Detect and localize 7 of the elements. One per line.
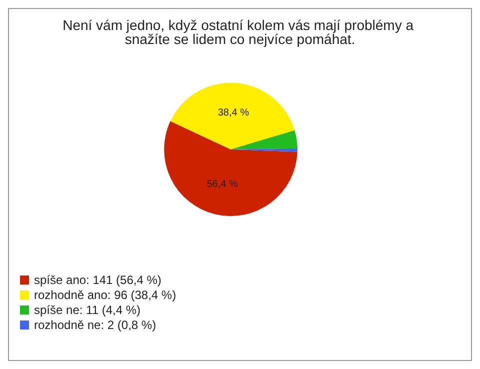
data-label: 56,4 % bbox=[206, 179, 238, 190]
legend-label: spíše ano: 141 (56,4 %) bbox=[34, 273, 162, 287]
legend-label: rozhodně ne: 2 (0,8 %) bbox=[34, 318, 156, 332]
legend-label: spíše ne: 11 (4,4 %) bbox=[34, 303, 141, 317]
data-label: 38,4 % bbox=[218, 108, 250, 119]
legend-label: rozhodně ano: 96 (38,4 %) bbox=[34, 288, 176, 302]
chart-title: Není vám jedno, když ostatní kolem vás mají problémy a snažíte se lidem co nejvíce pomáhat. bbox=[62, 17, 418, 47]
